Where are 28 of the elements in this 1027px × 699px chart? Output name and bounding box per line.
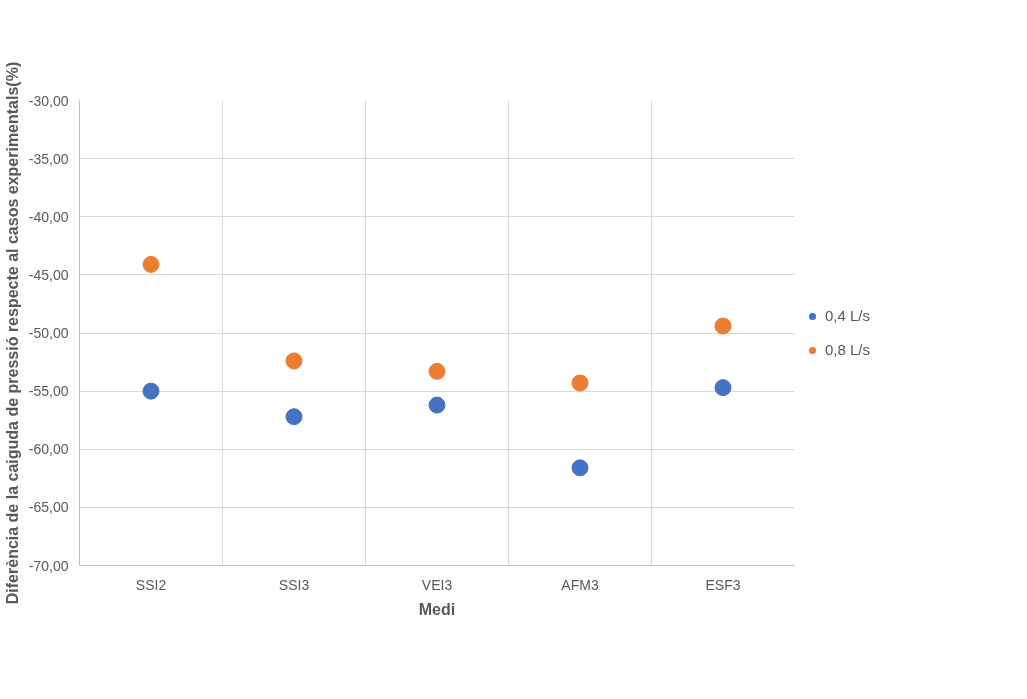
point [714,379,732,397]
y-tick-label: -40,00 [28,208,69,225]
point [571,459,589,477]
y-tick-label: -70,00 [28,557,69,574]
legend-label: 0,4 L/s [825,307,871,324]
point [428,396,446,414]
x-tick-label: SSI3 [278,576,310,593]
point [142,255,160,273]
y-tick-label: -65,00 [28,499,69,516]
y-tick-label: -35,00 [28,150,69,167]
y-tick-label: -55,00 [28,383,69,400]
x-tick-label: SSI2 [135,576,167,593]
point [428,362,446,380]
point [571,374,589,392]
x-tick-label: VEI3 [421,576,453,593]
y-tick-label: -30,00 [28,92,69,109]
legend-label: 0,8 L/s [825,341,871,358]
y-tick-label: -60,00 [28,441,69,458]
point [285,352,303,370]
y-tick-label: -50,00 [28,325,69,341]
y-tick-label: -45,00 [28,266,69,283]
point [285,408,303,426]
point [142,382,160,400]
x-axis-title: Medi [418,600,456,618]
point [714,317,732,335]
y-axis-title: Diferència de la caiguda de pressió respecte al casos experimentals(%) [3,61,21,605]
x-tick-label: ESF3 [705,576,741,593]
x-tick-label: AFM3 [561,576,599,593]
